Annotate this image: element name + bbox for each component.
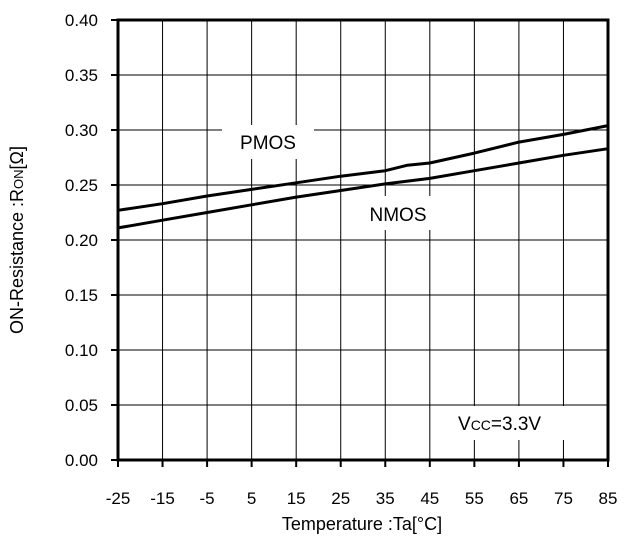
x-tick-label: 55	[465, 489, 484, 508]
y-tick-label: 0.00	[65, 451, 98, 470]
x-tick-label: -5	[200, 489, 215, 508]
y-tick-label: 0.20	[65, 231, 98, 250]
y-tick-label: 0.05	[65, 396, 98, 415]
grid-lines	[111, 19, 609, 467]
y-tick-label: 0.15	[65, 286, 98, 305]
y-tick-label: 0.30	[65, 121, 98, 140]
plot-frame	[116, 18, 610, 462]
x-tick-label: 25	[331, 489, 350, 508]
y-tick-label: 0.10	[65, 341, 98, 360]
vcc-annotation: VCC=3.3V	[458, 414, 541, 435]
y-tick-labels: 0.00 0.05 0.10 0.15 0.20 0.25 0.30 0.35 0.40	[65, 11, 98, 470]
x-tick-label: 35	[376, 489, 395, 508]
series-label-pmos: PMOS	[240, 133, 296, 154]
x-tick-labels: -25 -15 -5 5 15 25 35 45 55 65 75 85	[106, 489, 618, 508]
pmos-label-bg	[222, 125, 314, 159]
y-tick-label: 0.25	[65, 176, 98, 195]
x-tick-label: 85	[599, 489, 618, 508]
y-axis-label: ON-Resistance :RON[Ω]	[7, 146, 27, 334]
series-label-nmos: NMOS	[370, 205, 427, 226]
x-tick-label: 75	[554, 489, 573, 508]
x-tick-label: 15	[287, 489, 306, 508]
nmos-label-bg	[352, 196, 444, 230]
series-line-nmos	[117, 147, 609, 230]
vcc-label-bg	[450, 406, 578, 440]
series-lines	[117, 124, 609, 230]
y-tick-label: 0.35	[65, 66, 98, 85]
x-tick-label: 5	[247, 489, 256, 508]
series-line-pmos	[117, 124, 609, 212]
x-tick-label: -25	[106, 489, 131, 508]
y-tick-label: 0.40	[65, 11, 98, 30]
x-tick-label: -15	[150, 489, 175, 508]
x-tick-label: 65	[509, 489, 528, 508]
x-tick-label: 45	[420, 489, 439, 508]
x-axis-label: Temperature :Ta[°C]	[282, 514, 442, 534]
